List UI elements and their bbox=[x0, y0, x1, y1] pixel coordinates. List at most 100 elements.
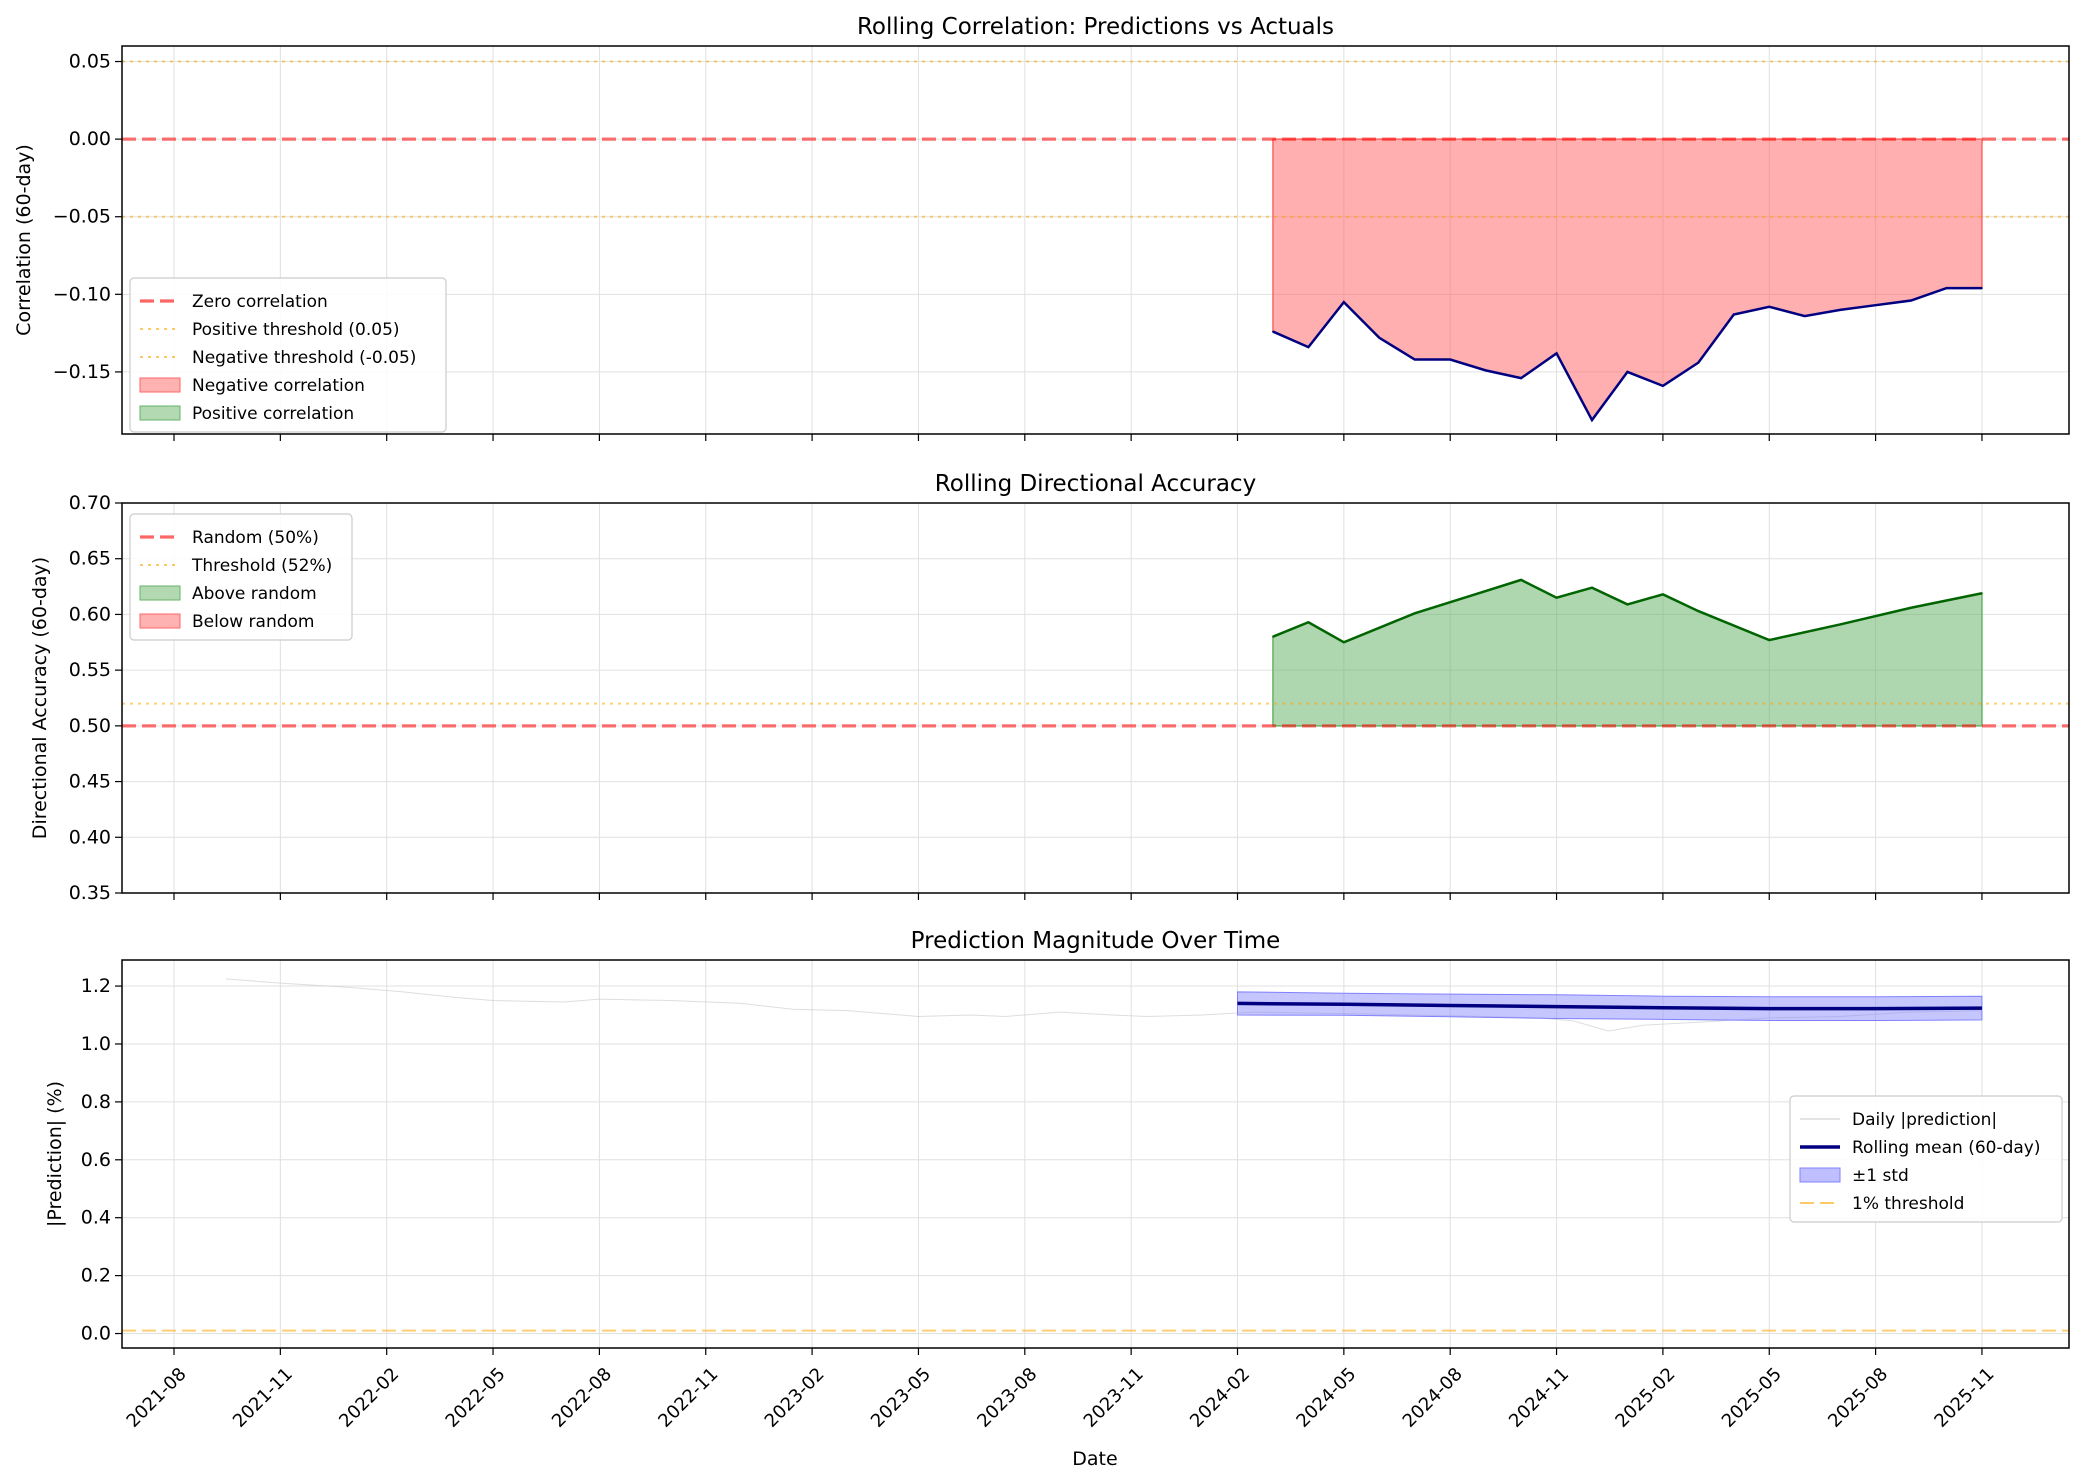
y-tick-label: 0.35 bbox=[69, 882, 111, 904]
y-tick-label: 0.65 bbox=[69, 548, 111, 570]
y-tick-label: 1.0 bbox=[81, 1033, 111, 1055]
y-tick-label: 0.70 bbox=[69, 492, 111, 514]
y-tick-label: 0.50 bbox=[69, 715, 111, 737]
prediction-magnitude-panel: 2021-08 2021-11 2022-02 2022-05 2022-08 2022-… bbox=[44, 928, 2070, 1432]
y-axis-label: Directional Accuracy (60-day) bbox=[29, 557, 51, 839]
y-tick-label: 0.8 bbox=[81, 1091, 111, 1113]
data-point bbox=[1662, 385, 1664, 387]
x-tick-label: 2025-11 bbox=[1930, 1364, 1998, 1432]
y-axis-label: |Prediction| (%) bbox=[44, 1081, 66, 1227]
data-point bbox=[1981, 592, 1983, 595]
legend-box bbox=[1789, 1095, 2063, 1223]
legend-label: ±1 std bbox=[1852, 1166, 1909, 1186]
data-point bbox=[1626, 371, 1629, 373]
data-point bbox=[1555, 596, 1558, 599]
data-point bbox=[1910, 299, 1912, 302]
data-point bbox=[1839, 623, 1841, 626]
legend: Daily |prediction| Rolling mean (60-day) ±… bbox=[1789, 1095, 2063, 1223]
x-tick-label: 2024-08 bbox=[1399, 1364, 1467, 1432]
data-point bbox=[1697, 361, 1700, 364]
data-point bbox=[1803, 315, 1806, 317]
data-point bbox=[1520, 377, 1522, 379]
daily-prediction-line bbox=[225, 978, 1982, 1032]
x-tick-label: 2022-11 bbox=[654, 1364, 722, 1432]
y-axis-label: Correlation (60-day) bbox=[13, 144, 35, 336]
data-point bbox=[1307, 621, 1310, 624]
data-point bbox=[1874, 304, 1877, 306]
panel-title: Rolling Correlation: Predictions vs Actu… bbox=[857, 14, 1334, 40]
y-tick-label: −0.05 bbox=[53, 206, 111, 228]
data-point bbox=[1839, 309, 1841, 311]
data-point bbox=[1520, 579, 1522, 581]
x-tick-label: 2025-08 bbox=[1824, 1364, 1892, 1432]
data-point bbox=[1449, 358, 1451, 361]
x-tick-label: 2022-08 bbox=[548, 1364, 616, 1432]
x-tick-label: 2023-11 bbox=[1080, 1364, 1148, 1432]
data-point bbox=[1343, 641, 1345, 644]
x-tick-label: 2022-05 bbox=[442, 1364, 510, 1432]
legend-label: Positive threshold (0.05) bbox=[192, 320, 400, 340]
y-tick-label: 0.45 bbox=[69, 771, 111, 793]
data-point bbox=[1768, 639, 1771, 641]
x-tick-label: 2023-02 bbox=[761, 1364, 829, 1432]
x-tick-label: 2025-05 bbox=[1718, 1364, 1786, 1432]
rolling-mean-line bbox=[1237, 1001, 1982, 1011]
x-tick-label: 2022-02 bbox=[335, 1364, 403, 1432]
y-tick-label: 0.2 bbox=[81, 1265, 111, 1287]
data-point bbox=[1307, 346, 1310, 348]
legend-label: Positive correlation bbox=[192, 404, 354, 424]
x-tick-label: 2021-08 bbox=[123, 1364, 191, 1432]
correlation-panel: 0.05 0.00 −0.05 −0.10 −0.15 Rolling Correlati… bbox=[13, 14, 2070, 441]
x-tick-label: 2023-05 bbox=[867, 1364, 935, 1432]
legend-label: Zero correlation bbox=[192, 292, 328, 312]
x-tick-label: 2024-02 bbox=[1186, 1364, 1254, 1432]
legend-label: 1% threshold bbox=[1852, 1194, 1964, 1214]
legend-box bbox=[129, 277, 447, 433]
data-point bbox=[1484, 590, 1487, 592]
data-point bbox=[1272, 330, 1274, 333]
legend-label: Threshold (52%) bbox=[191, 556, 332, 576]
data-point bbox=[1378, 336, 1381, 339]
legend-swatch bbox=[139, 377, 181, 393]
panel-title: Rolling Directional Accuracy bbox=[935, 471, 1256, 497]
x-tick-label: 2025-02 bbox=[1611, 1364, 1679, 1432]
data-point bbox=[1945, 287, 1948, 289]
data-point bbox=[1768, 305, 1771, 308]
data-point bbox=[1413, 612, 1416, 615]
y-tick-label: 0.55 bbox=[69, 659, 111, 681]
data-point bbox=[1555, 352, 1558, 355]
legend-label: Below random bbox=[192, 612, 315, 632]
legend-swatch bbox=[139, 585, 181, 601]
data-point bbox=[1591, 586, 1593, 589]
y-tick-label: 0.40 bbox=[69, 826, 111, 848]
legend-label: Above random bbox=[192, 584, 317, 604]
y-tick-label: 1.2 bbox=[81, 975, 111, 997]
y-tick-label: 0.00 bbox=[69, 128, 111, 150]
legend-swatch bbox=[139, 405, 181, 421]
data-point bbox=[1343, 301, 1345, 303]
x-tick-label: 2023-08 bbox=[973, 1364, 1041, 1432]
data-point bbox=[1697, 610, 1700, 612]
data-point bbox=[1413, 358, 1416, 361]
legend-label: Random (50%) bbox=[192, 528, 319, 548]
x-tick-label: 2024-05 bbox=[1292, 1364, 1360, 1432]
y-tick-label: −0.10 bbox=[53, 283, 111, 305]
legend-label: Negative threshold (-0.05) bbox=[192, 348, 416, 368]
legend-swatch bbox=[139, 613, 181, 629]
data-point bbox=[1662, 593, 1664, 596]
y-tick-label: 0.6 bbox=[81, 1149, 111, 1171]
data-point bbox=[1626, 603, 1629, 606]
data-point bbox=[1484, 369, 1487, 372]
legend-box bbox=[129, 513, 353, 641]
legend: Zero correlation Positive threshold (0.05… bbox=[129, 277, 447, 433]
data-point bbox=[1272, 635, 1274, 638]
y-tick-label: 0.0 bbox=[81, 1323, 111, 1345]
legend-swatch bbox=[1799, 1167, 1841, 1183]
legend: Random (50%) Threshold (52%) Above random B… bbox=[129, 513, 353, 641]
data-point bbox=[1733, 313, 1735, 316]
data-point bbox=[1981, 287, 1983, 289]
axes-frame bbox=[121, 45, 2070, 435]
axes-frame bbox=[121, 502, 2070, 894]
figure-x-axis-label: Date bbox=[1072, 1448, 1117, 1470]
